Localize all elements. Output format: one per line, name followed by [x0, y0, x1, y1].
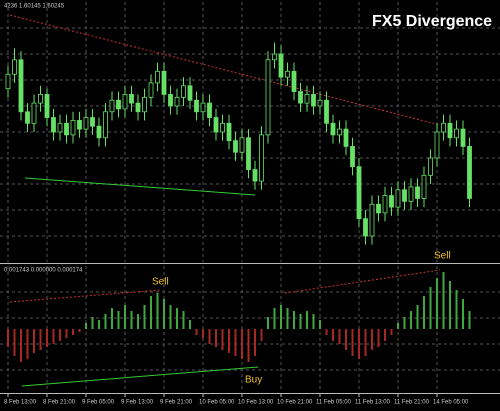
candle-body — [5, 73, 11, 90]
candle-body — [376, 203, 381, 214]
candle-body — [148, 82, 154, 98]
candle-body — [428, 157, 433, 176]
candle-body — [103, 111, 108, 139]
candle-body — [356, 166, 362, 220]
candle-body — [350, 146, 355, 168]
candle-body — [389, 195, 394, 208]
candle-body — [96, 125, 102, 139]
candle-body — [12, 59, 17, 75]
candle-body — [200, 102, 206, 113]
candle-body — [285, 70, 290, 78]
candle-body — [155, 70, 160, 84]
candle-body — [168, 94, 173, 107]
candle-body — [317, 99, 323, 107]
candle-body — [135, 102, 141, 113]
x-tick-label: 11 Feb 21:00 — [394, 400, 430, 406]
candle-body — [18, 59, 24, 113]
candle-body — [239, 137, 245, 153]
candle-body — [109, 99, 115, 113]
candle-body — [337, 128, 342, 136]
x-tick-label: 11 Feb 13:00 — [355, 400, 391, 406]
candle-body — [343, 128, 349, 147]
x-tick-label: 9 Feb 05:00 — [82, 400, 115, 406]
candle-body — [467, 146, 472, 199]
candle-body — [402, 189, 407, 202]
x-tick-label: 10 Feb 13:00 — [238, 400, 274, 406]
price-info: 4236 1.60145 1.60245 — [4, 4, 65, 10]
divergence-line — [24, 177, 256, 196]
candle-body — [51, 117, 56, 133]
candle-body — [272, 53, 277, 61]
candle-body — [298, 91, 303, 104]
candle-body — [57, 122, 63, 133]
x-tick-label: 9 Feb 13:00 — [121, 400, 154, 406]
candle-body — [324, 99, 329, 124]
candle-body — [421, 174, 427, 199]
candle-body — [129, 94, 134, 104]
candle-body — [122, 94, 128, 110]
candle-body — [460, 128, 466, 147]
candle-body — [291, 70, 297, 92]
candle-body — [363, 218, 368, 237]
candle-body — [174, 96, 180, 107]
candle-body — [259, 134, 264, 182]
candle-body — [161, 70, 167, 95]
divergence-line — [9, 289, 161, 303]
signal-label: Sell — [152, 277, 169, 288]
candle-body — [415, 186, 420, 199]
candle-body — [252, 169, 258, 182]
candle-body — [441, 122, 446, 133]
candle-body — [408, 186, 414, 202]
x-tick-label: 8 Feb 13:00 — [4, 400, 37, 406]
candle-body — [187, 85, 193, 101]
candle-body — [77, 120, 82, 130]
candle-body — [246, 137, 251, 170]
candle-body — [116, 99, 121, 110]
candle-body — [226, 122, 232, 142]
candle-body — [382, 195, 388, 214]
candle-body — [330, 122, 336, 136]
candle-body — [447, 122, 453, 139]
candle-body — [278, 53, 284, 78]
x-tick-label: 10 Feb 21:00 — [277, 400, 313, 406]
divergence-line — [9, 14, 441, 126]
candle-body — [64, 122, 69, 136]
candle-body — [181, 85, 186, 98]
candle-body — [142, 96, 147, 113]
candle-body — [434, 131, 440, 159]
x-tick-label: 14 Feb 05:00 — [433, 400, 469, 406]
signal-label: Buy — [245, 375, 262, 386]
candle-body — [194, 99, 199, 113]
divergence-line — [21, 366, 259, 387]
candle-body — [25, 111, 30, 124]
candle-body — [207, 102, 212, 118]
x-tick-label: 9 Feb 21:00 — [160, 400, 193, 406]
signal-label: Sell — [434, 251, 451, 262]
x-tick-label: 10 Feb 05:00 — [199, 400, 235, 406]
candle-body — [44, 94, 50, 118]
candle-body — [395, 189, 401, 208]
x-tick-label: 11 Feb 05:00 — [316, 400, 352, 406]
candle-body — [213, 117, 219, 133]
candle-body — [265, 59, 271, 136]
x-tick-label: 8 Feb 21:00 — [43, 400, 76, 406]
candle-body — [220, 122, 225, 133]
candle-body — [454, 128, 459, 139]
chart-title: FX5 Divergence — [372, 13, 492, 30]
candle-body — [311, 94, 316, 107]
oscillator-info: 0.001743 0.000000 0.000174 — [4, 268, 83, 274]
candle-body — [304, 94, 310, 104]
candle-body — [369, 203, 375, 237]
candle-body — [90, 117, 95, 127]
candle-body — [31, 102, 37, 124]
candle-body — [38, 94, 43, 104]
candle-body — [83, 117, 89, 130]
candle-body — [70, 120, 76, 136]
candle-body — [233, 140, 238, 153]
